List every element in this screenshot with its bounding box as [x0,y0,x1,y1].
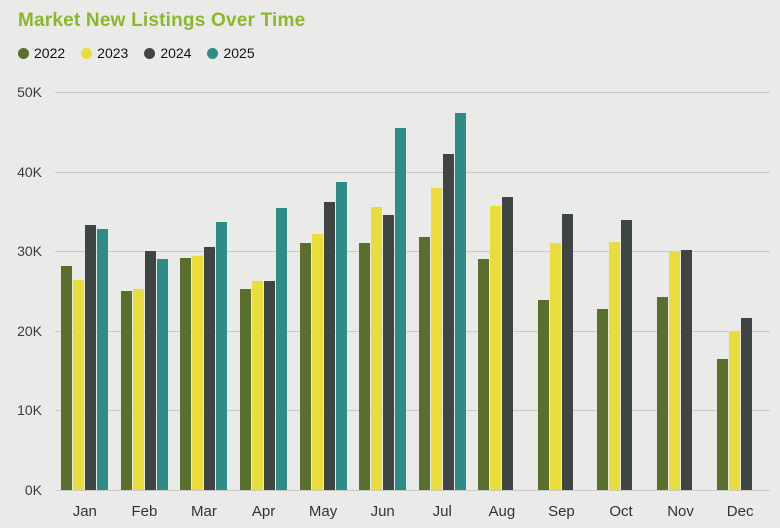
bar-2024-jan[interactable] [85,224,97,490]
bar-2022-dec[interactable] [716,358,728,490]
chart-title: Market New Listings Over Time [18,10,306,31]
legend-label: 2024 [160,45,192,61]
gridline [55,171,770,173]
bar-2022-mar[interactable] [180,258,192,490]
bar-2022-jan[interactable] [61,265,73,490]
x-tick-label-may: May [308,502,338,520]
x-tick-label-apr: Apr [251,502,276,520]
x-axis: Jan Feb Mar Apr May Jun Jul Aug Sep Oct Nov Dec [55,498,770,524]
bar-groups [55,92,770,490]
gridline [55,92,770,93]
bar-2022-jun[interactable] [359,243,371,490]
bar-2023-jan[interactable] [73,279,85,490]
bar-group-aug [472,92,532,490]
bar-2023-oct[interactable] [609,242,621,490]
y-tick-label: 30K [17,243,42,260]
bar-group-dec [710,92,770,490]
x-tick-label-mar: Mar [191,502,217,520]
legend: 2022 2023 2024 2025 [18,44,780,62]
bar-group-jul [412,92,472,490]
x-tick-label-oct: Oct [609,502,633,520]
y-tick-label: 50K [17,84,42,100]
bar-2023-may[interactable] [311,233,323,490]
y-tick-label: 0K [24,482,42,498]
x-tick-label-jun: Jun [370,502,395,520]
bar-2025-may[interactable] [335,181,347,490]
y-tick-label: 10K [17,402,42,419]
x-tick-label-jul: Jul [432,502,452,520]
x-tick-label-feb: Feb [131,502,158,520]
bar-2022-nov[interactable] [657,296,669,490]
y-axis: 0K 10K 20K 30K 40K 50K [0,84,46,498]
bar-2024-feb[interactable] [144,251,156,490]
legend-item-2023[interactable]: 2023 [81,45,128,61]
bar-2023-mar[interactable] [192,255,204,490]
bar-2022-may[interactable] [299,243,311,490]
bar-group-may [293,92,353,490]
plot-area [55,92,770,491]
bar-2023-jun[interactable] [371,206,383,490]
bar-2024-jun[interactable] [383,215,395,490]
bar-group-feb [115,92,175,490]
y-tick-label: 20K [17,322,42,339]
bar-2025-jun[interactable] [395,127,407,490]
bar-group-jun [353,92,413,490]
legend-dot-icon [144,47,156,59]
bar-2023-dec[interactable] [728,330,740,490]
bar-2024-sep[interactable] [561,213,573,490]
bar-group-mar [174,92,234,490]
legend-item-2022[interactable]: 2022 [18,45,65,61]
bar-2023-sep[interactable] [549,243,561,490]
bar-2024-may[interactable] [323,201,335,490]
bar-2024-aug[interactable] [502,197,514,490]
gridline [55,410,770,412]
legend-label: 2025 [223,45,255,61]
bar-group-jan [55,92,115,490]
x-tick-label-sep: Sep [548,502,575,520]
legend-label: 2023 [97,45,129,61]
bar-2024-oct[interactable] [621,220,633,490]
x-tick-label-jan: Jan [72,502,97,520]
bar-2025-jan[interactable] [97,228,109,490]
bar-2022-jul[interactable] [418,236,430,490]
gridline [55,330,770,332]
bar-2022-aug[interactable] [478,259,490,490]
x-tick-label-aug: Aug [488,502,516,520]
bar-2024-nov[interactable] [681,250,693,490]
bar-2023-nov[interactable] [669,251,681,490]
bar-2022-feb[interactable] [120,291,132,490]
bar-2023-aug[interactable] [490,205,502,490]
gridline [55,490,770,491]
bar-2023-jul[interactable] [430,187,442,490]
bar-2025-jul[interactable] [454,112,466,490]
bar-2022-sep[interactable] [537,299,549,490]
legend-item-2025[interactable]: 2025 [207,45,255,61]
legend-item-2024[interactable]: 2024 [144,45,191,61]
legend-label: 2022 [34,45,66,61]
bar-group-apr [234,92,294,490]
chart-area: 0K 10K 20K 30K 40K 50K [0,84,770,498]
bar-group-sep [532,92,592,490]
x-tick-label-nov: Nov [667,502,694,520]
legend-dot-icon [18,47,29,59]
y-tick-label: 40K [17,163,42,180]
legend-dot-icon [207,47,219,59]
bar-2025-apr[interactable] [276,208,288,490]
bar-2024-dec[interactable] [740,318,752,490]
bar-group-nov [651,92,711,490]
bar-2022-apr[interactable] [240,288,252,490]
bar-2024-jul[interactable] [442,154,454,490]
bar-2023-apr[interactable] [252,280,264,490]
gridline [55,251,770,253]
x-tick-label-dec: Dec [726,502,754,520]
legend-dot-icon [81,47,93,59]
bar-2024-apr[interactable] [264,281,276,490]
bar-2025-feb[interactable] [156,259,168,490]
bar-2025-mar[interactable] [216,221,228,490]
bar-2024-mar[interactable] [204,247,216,490]
bar-2023-feb[interactable] [132,289,144,490]
bar-group-oct [591,92,651,490]
bar-2022-oct[interactable] [597,309,609,490]
